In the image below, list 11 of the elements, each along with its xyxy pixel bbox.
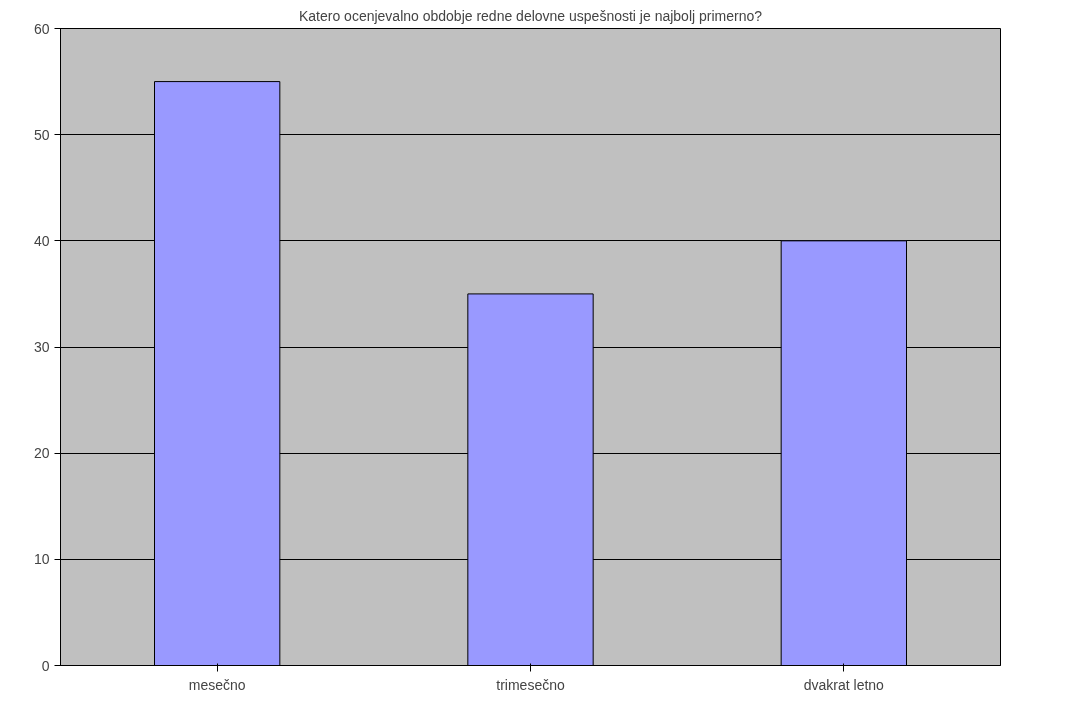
x-tick-label: dvakrat letno: [803, 676, 885, 693]
x-tick-label: trimesečno: [496, 676, 565, 693]
y-tick-label: 20: [33, 445, 50, 462]
y-tick-label: 0: [41, 657, 50, 674]
y-tick-label: 30: [33, 339, 50, 355]
y-tick-label: 60: [33, 20, 50, 37]
y-tick-label: 50: [33, 126, 50, 143]
x-tick-label: mesečno: [188, 676, 246, 693]
y-tick-label: 40: [33, 232, 50, 249]
y-tick-label: 10: [33, 551, 50, 568]
chart-title: Katero ocenjevalno obdobje redne delovne uspešnosti je najbolj primerno?: [298, 7, 763, 24]
